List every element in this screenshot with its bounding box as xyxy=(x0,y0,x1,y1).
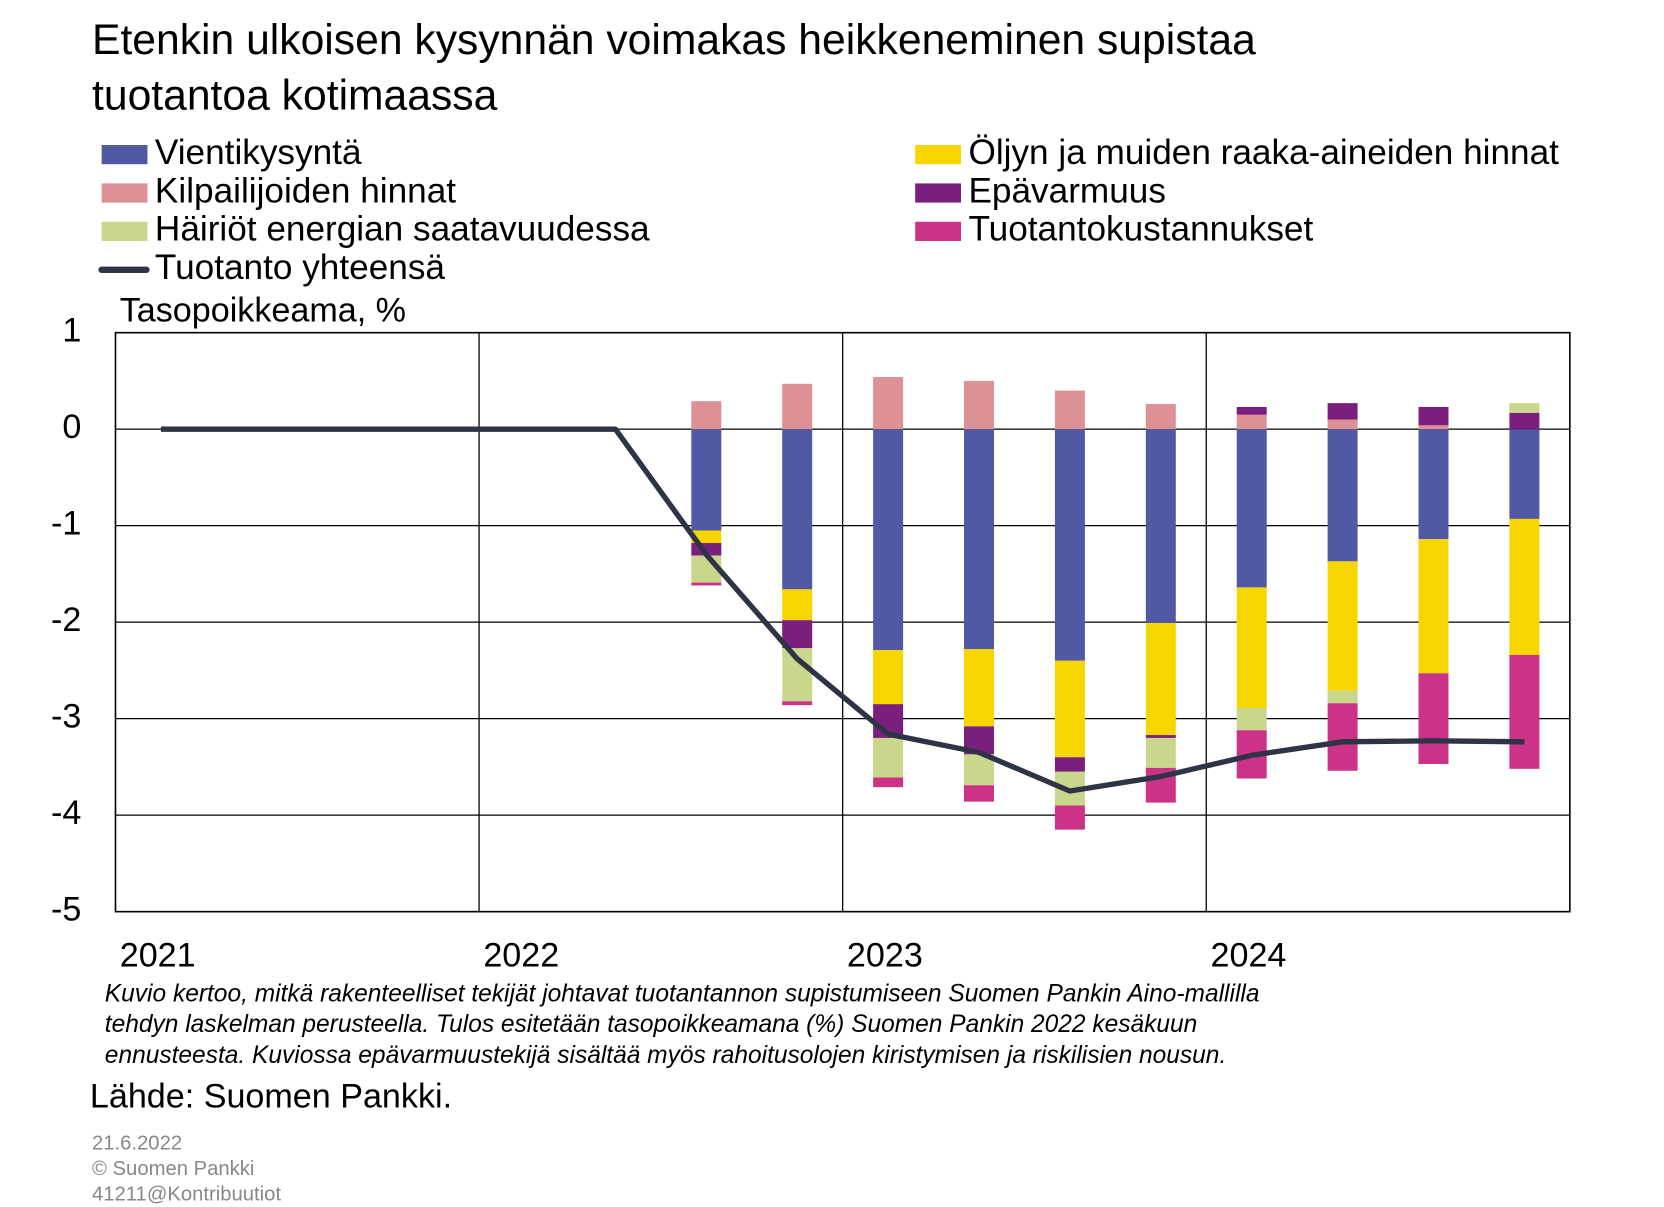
bar-segment xyxy=(873,737,904,778)
bar-segment xyxy=(1327,403,1358,420)
note: tehdyn laskelman perusteella. Tulos esit… xyxy=(105,1011,1198,1038)
y-tick-label: 1 xyxy=(62,312,81,350)
bar-segment xyxy=(964,649,995,727)
legend-label: Häiriöt energian saatavuudessa xyxy=(155,210,650,249)
footer: © Suomen Pankki xyxy=(92,1158,254,1180)
bar-segment xyxy=(964,785,995,802)
bar-segment xyxy=(1054,429,1085,661)
legend-label: Tuotantokustannukset xyxy=(968,210,1313,249)
bar-segment xyxy=(1054,390,1085,430)
bar-segment xyxy=(1509,518,1540,655)
legend-swatch xyxy=(101,183,148,203)
legend-swatch xyxy=(915,221,962,241)
line xyxy=(160,426,1525,794)
bar-segment xyxy=(1509,654,1540,769)
bar-segment xyxy=(782,701,813,706)
bar-segment xyxy=(873,429,904,651)
bar-segment xyxy=(1509,403,1540,413)
x-tick-label: 2024 xyxy=(1211,937,1287,975)
legend-label: Öljyn ja muiden raaka-aineiden hinnat xyxy=(968,133,1559,172)
x-tick-label: 2021 xyxy=(120,937,196,975)
y-tick-label: -3 xyxy=(51,698,81,736)
y-tick-label: 0 xyxy=(62,408,81,446)
bar-segment xyxy=(1509,429,1540,519)
bar-segment xyxy=(691,429,722,531)
bar-segment xyxy=(873,377,904,430)
bar-segment xyxy=(782,383,813,430)
y-tick-label: -4 xyxy=(51,794,81,832)
legend-label: Epävarmuus xyxy=(968,171,1165,210)
legend-swatch xyxy=(101,221,148,241)
bar-segment xyxy=(964,429,995,650)
bar-segment xyxy=(1327,561,1358,691)
bar-segment xyxy=(964,380,995,430)
legend-label: Kilpailijoiden hinnat xyxy=(155,171,456,210)
bar-segment xyxy=(1236,429,1267,588)
legend-swatch xyxy=(101,145,148,165)
bar-segment xyxy=(1145,623,1176,736)
bar-segment xyxy=(1418,673,1449,765)
legend-label: Vientikysyntä xyxy=(155,133,362,172)
bar-segment xyxy=(1236,414,1267,430)
footer: 21.6.2022 xyxy=(92,1132,182,1154)
note: Kuvio kertoo, mitkä rakenteelliset tekij… xyxy=(105,980,1260,1007)
y-tick-label: -5 xyxy=(51,891,81,929)
bar-segment xyxy=(1236,587,1267,709)
bar-segment xyxy=(1418,539,1449,674)
bar-segment xyxy=(1327,419,1358,430)
source: Lähde: Suomen Pankki. xyxy=(90,1077,452,1115)
bar-segment xyxy=(691,401,722,430)
bar-segment xyxy=(1418,429,1449,540)
bar-segment xyxy=(1145,429,1176,624)
bar-segment xyxy=(873,777,904,788)
y-axis-label: Tasopoikkeama, % xyxy=(120,291,406,329)
legend-label: Tuotanto yhteensä xyxy=(155,248,445,287)
legend-swatch xyxy=(915,145,962,165)
bar-segment xyxy=(873,650,904,705)
chart-title: tuotantoa kotimaassa xyxy=(92,71,498,119)
bar-segment xyxy=(1327,690,1358,704)
bar-segment xyxy=(782,589,813,621)
bar-segment xyxy=(1145,735,1176,738)
bar-segment xyxy=(1236,406,1267,415)
legend-swatch xyxy=(915,183,962,203)
bar-segment xyxy=(1327,703,1358,771)
y-tick-label: -1 xyxy=(51,505,81,543)
x-tick-label: 2023 xyxy=(847,937,923,975)
bar-segment xyxy=(1054,757,1085,772)
bar-segment xyxy=(782,429,813,590)
bar-segment xyxy=(691,582,722,586)
chart-title: Etenkin ulkoisen kysynnän voimakas heikk… xyxy=(92,16,1256,64)
x-tick-label: 2022 xyxy=(483,937,559,975)
note: ennusteesta. Kuviossa epävarmuustekijä s… xyxy=(105,1042,1226,1069)
y-tick-label: -2 xyxy=(51,601,81,639)
bar-segment xyxy=(1054,805,1085,830)
bar-segment xyxy=(1054,660,1085,758)
bar-segment xyxy=(1418,425,1449,430)
bar-segment xyxy=(1509,412,1540,430)
bar-segment xyxy=(1236,708,1267,731)
bar-segment xyxy=(1145,737,1176,768)
bar-segment xyxy=(1418,406,1449,426)
bar-segment xyxy=(1327,429,1358,562)
footer: 41211@Kontribuutiot xyxy=(92,1184,281,1206)
bar-segment xyxy=(1145,404,1176,430)
